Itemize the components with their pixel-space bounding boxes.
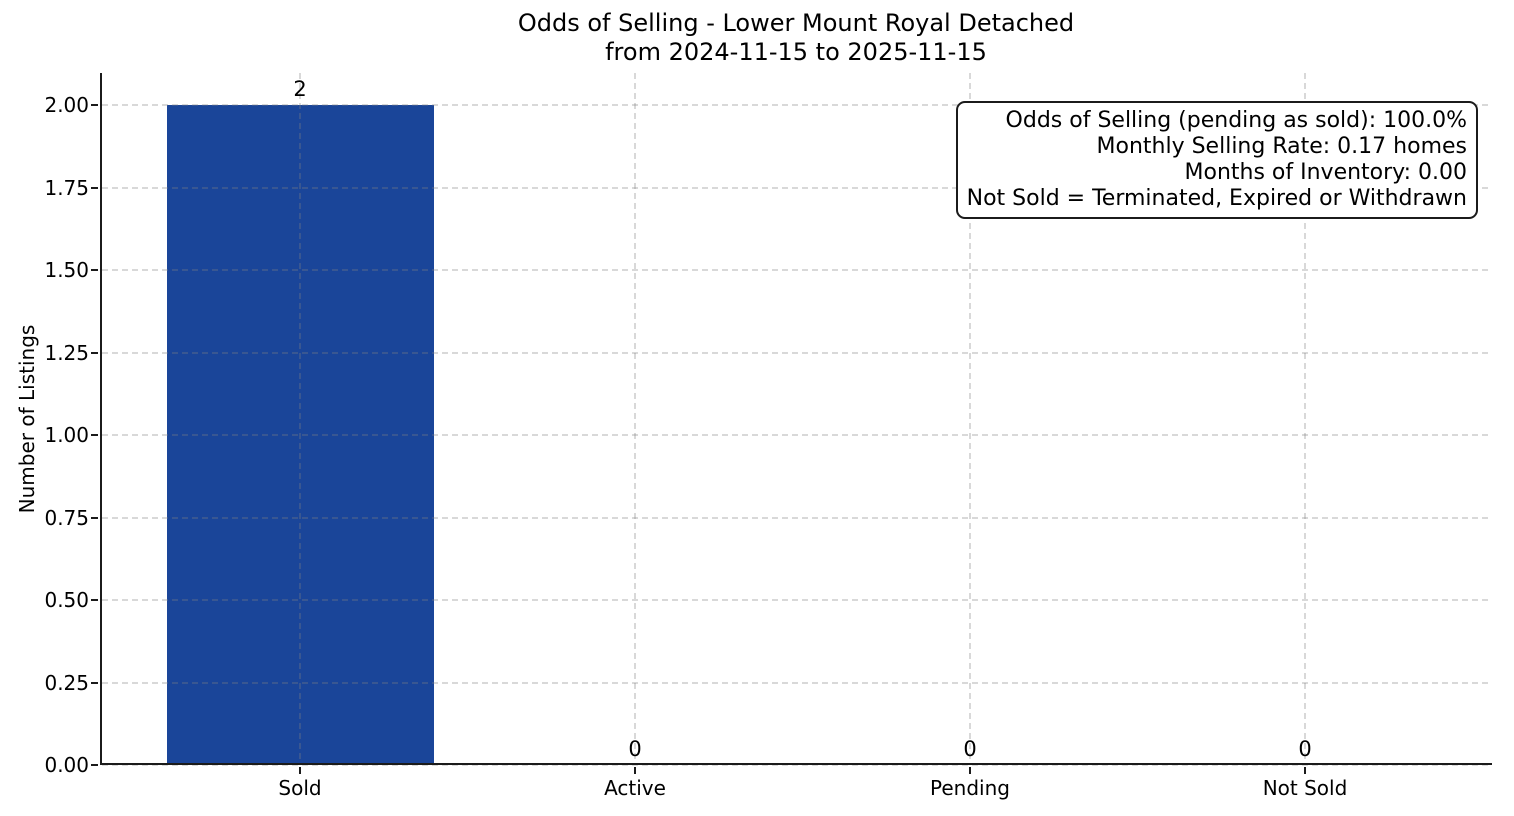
chart-subtitle: from 2024-11-15 to 2025-11-15	[605, 38, 987, 66]
y-tick-label: 0.75	[44, 505, 89, 530]
y-axis-tick	[91, 434, 98, 436]
y-axis-tick	[91, 351, 98, 354]
y-gridline	[102, 764, 1492, 766]
y-axis-tick	[91, 269, 98, 271]
x-tick-label: Active	[604, 776, 666, 800]
annotation-rate-line: Monthly Selling Rate: 0.17 homes	[1096, 134, 1467, 159]
y-tick-label: 0.50	[44, 588, 89, 612]
y-axis-tick	[91, 186, 98, 189]
bar-value-label: 0	[628, 737, 642, 761]
x-axis-tick	[634, 767, 636, 774]
y-axis-tick	[91, 104, 98, 106]
x-tick-label: Pending	[930, 776, 1010, 800]
bar-value-label: 0	[1298, 737, 1312, 761]
y-tick-label: 1.50	[44, 258, 89, 282]
x-gridline	[299, 73, 301, 765]
bar-value-label: 2	[293, 77, 307, 101]
bar-value-label: 0	[963, 737, 977, 761]
y-axis-tick	[91, 681, 98, 684]
x-axis-tick	[969, 767, 971, 774]
y-tick-label: 2.00	[44, 93, 89, 117]
annotation-odds-line: Odds of Selling (pending as sold): 100.0…	[1005, 108, 1467, 133]
chart-title-block: Odds of Selling - Lower Mount Royal Deta…	[100, 9, 1492, 67]
y-gridline	[102, 434, 1492, 436]
y-gridline	[102, 599, 1492, 601]
x-gridline	[969, 73, 971, 765]
y-axis-label: Number of Listings	[15, 324, 39, 514]
y-axis-tick	[91, 516, 98, 519]
x-gridline	[634, 73, 636, 765]
y-axis-tick	[91, 764, 98, 766]
stats-annotation-box: Odds of Selling (pending as sold): 100.0…	[955, 101, 1478, 219]
bar	[166, 105, 434, 765]
y-tick-label: 1.25	[44, 340, 89, 365]
y-gridline	[102, 269, 1492, 271]
x-axis-tick	[299, 767, 301, 774]
y-gridline	[102, 104, 1492, 106]
y-gridline	[102, 186, 1492, 189]
x-tick-label: Sold	[278, 776, 322, 800]
x-axis-tick	[1304, 767, 1306, 774]
y-tick-label: 1.75	[44, 175, 89, 200]
y-axis-tick	[91, 599, 98, 601]
x-gridline	[1304, 73, 1306, 765]
y-gridline	[102, 681, 1492, 684]
y-gridline	[102, 351, 1492, 354]
y-tick-label: 0.25	[44, 670, 89, 695]
annotation-notsold-line: Not Sold = Terminated, Expired or Withdr…	[966, 186, 1467, 211]
y-tick-label: 0.00	[44, 753, 89, 777]
y-tick-label: 1.00	[44, 423, 89, 447]
chart-title: Odds of Selling - Lower Mount Royal Deta…	[517, 9, 1075, 37]
y-gridline	[102, 516, 1492, 519]
annotation-inventory-line: Months of Inventory: 0.00	[1184, 160, 1467, 185]
x-tick-label: Not Sold	[1262, 776, 1348, 800]
